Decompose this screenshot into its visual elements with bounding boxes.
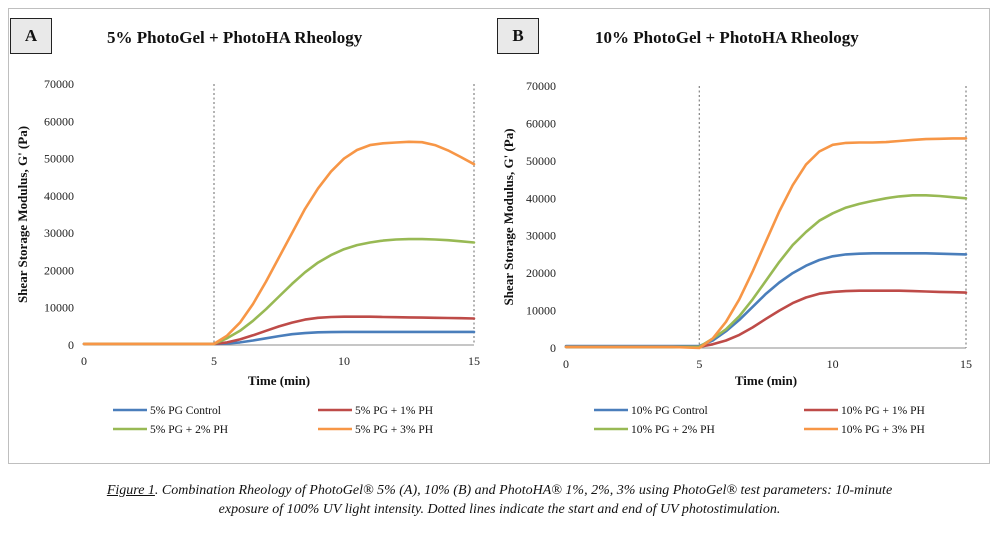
caption-figure-label: Figure 1 [106, 483, 155, 498]
y-tick-label: 0 [550, 341, 556, 355]
series-line-3 [564, 194, 968, 349]
legend-label: 5% PG + 3% PH [355, 424, 433, 436]
legend-label: 5% PG + 2% PH [150, 424, 228, 436]
y-tick-label: 20000 [44, 263, 74, 277]
y-tick-label: 10000 [526, 304, 556, 318]
y-tick-label: 70000 [526, 79, 556, 93]
series-line-4 [82, 140, 476, 346]
caption-line-2: exposure of 100% UV light intensity. Dot… [218, 502, 781, 517]
legend-label: 10% PG + 2% PH [631, 424, 715, 436]
chart-b: 0 10000 20000 30000 40000 50000 60000 70000 0 5 10… [501, 79, 972, 436]
y-tick-label: 60000 [526, 116, 556, 130]
y-tick-label: 70000 [44, 77, 74, 91]
y-axis-title: Shear Storage Modulus, G' (Pa) [501, 128, 516, 305]
y-tick-label: 20000 [526, 266, 556, 280]
y-tick-label: 30000 [526, 229, 556, 243]
panel-a: A 5% PhotoGel + PhotoHA Rheology 0 10000 2… [10, 10, 490, 466]
caption-line-1: . Combination Rheology of PhotoGel® 5% (… [154, 483, 893, 498]
y-tick-label: 10000 [44, 301, 74, 315]
x-tick-label: 15 [960, 357, 972, 371]
panel-label-b: B [497, 18, 539, 54]
legend-label: 10% PG + 1% PH [841, 405, 925, 417]
panel-label-a: A [10, 18, 52, 54]
x-axis-title: Time (min) [248, 373, 310, 388]
x-tick-label: 5 [696, 357, 702, 371]
y-tick-label: 30000 [44, 226, 74, 240]
x-tick-label: 0 [563, 357, 569, 371]
y-tick-label: 0 [68, 338, 74, 352]
series-line-2 [82, 315, 476, 346]
x-axis-title: Time (min) [735, 373, 797, 388]
legend-label: 5% PG Control [150, 405, 221, 417]
series-line-1 [564, 252, 968, 348]
panel-b: B 10% PhotoGel + PhotoHA Rheology 0 10000… [497, 10, 985, 466]
y-tick-label: 40000 [526, 191, 556, 205]
x-tick-label: 10 [338, 354, 350, 368]
x-tick-label: 5 [211, 354, 217, 368]
series-line-4 [564, 137, 968, 350]
chart-title-b: 10% PhotoGel + PhotoHA Rheology [595, 28, 859, 47]
x-tick-label: 0 [81, 354, 87, 368]
legend-label: 10% PG Control [631, 405, 708, 417]
y-tick-label: 50000 [44, 152, 74, 166]
x-tick-label: 15 [468, 354, 480, 368]
y-tick-label: 50000 [526, 154, 556, 168]
series-line-1 [82, 330, 476, 346]
chart-title-a: 5% PhotoGel + PhotoHA Rheology [107, 28, 363, 47]
x-tick-label: 10 [827, 357, 839, 371]
legend-label: 10% PG + 3% PH [841, 424, 925, 436]
y-axis-title: Shear Storage Modulus, G' (Pa) [15, 126, 30, 303]
figure-caption: Figure 1. Combination Rheology of PhotoG… [0, 481, 999, 519]
figure-frame [8, 8, 990, 464]
chart-a: 0 10000 20000 30000 40000 50000 60000 70000 0 5 10… [15, 77, 480, 436]
y-tick-label: 60000 [44, 114, 74, 128]
y-tick-label: 40000 [44, 189, 74, 203]
legend-label: 5% PG + 1% PH [355, 405, 433, 417]
series-line-2 [564, 289, 968, 349]
